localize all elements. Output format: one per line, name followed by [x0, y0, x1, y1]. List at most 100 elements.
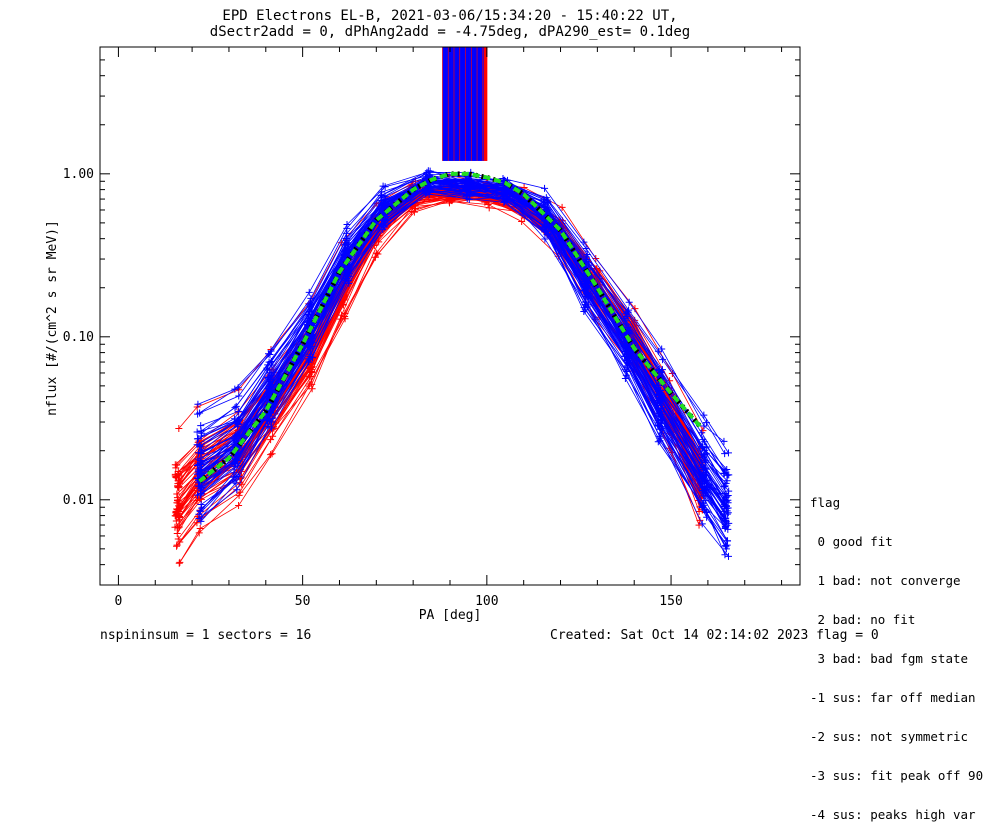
legend-item-peaks-high-var: -4 sus: peaks high var [810, 807, 976, 822]
x-axis-label: PA [deg] [419, 608, 482, 623]
data-point [197, 459, 205, 467]
data-point [196, 524, 204, 532]
data-point [265, 358, 273, 366]
data-point [193, 519, 201, 527]
data-point [655, 422, 663, 430]
data-point [623, 345, 631, 353]
data-point [197, 446, 205, 454]
data-point [235, 392, 243, 400]
data-point [698, 443, 706, 451]
data-point [584, 301, 592, 309]
data-point [380, 200, 388, 208]
data-point [175, 424, 183, 432]
data-point [342, 236, 350, 244]
vertical-line-bundle [442, 47, 488, 161]
data-point [174, 535, 182, 543]
legend-item-not-symmetric: -2 sus: not symmetric [810, 729, 969, 744]
data-point [268, 450, 276, 458]
data-point [621, 317, 629, 325]
data-point [499, 174, 507, 182]
data-point [543, 220, 551, 228]
data-point [233, 438, 241, 446]
data-point [654, 404, 662, 412]
data-point [700, 422, 708, 430]
x-tick-label: 150 [659, 594, 682, 609]
series-curve [174, 190, 699, 516]
series-curve [176, 197, 700, 546]
data-point [720, 437, 728, 445]
data-point [176, 558, 184, 566]
data-point [622, 310, 630, 318]
data-point [541, 235, 549, 243]
data-point [194, 400, 202, 408]
data-point [305, 288, 313, 296]
data-point [582, 258, 590, 266]
footer-spin-info: nspininsum = 1 sectors = 16 [100, 628, 312, 643]
data-point [174, 477, 182, 485]
data-point [308, 366, 316, 374]
data-point [380, 216, 388, 224]
data-point [721, 516, 729, 524]
x-tick-label: 50 [295, 594, 311, 609]
legend-item-not-converge: 1 bad: not converge [810, 573, 961, 588]
data-point [343, 221, 351, 229]
data-point [724, 496, 732, 504]
data-point [724, 525, 732, 533]
data-point [337, 315, 345, 323]
data-point [721, 450, 729, 458]
data-point [175, 472, 183, 480]
legend-item-fit-peak-off: -3 sus: fit peak off 90 [810, 768, 984, 783]
data-point [173, 511, 181, 519]
data-point [699, 463, 707, 471]
data-point [445, 197, 453, 205]
y-tick-label: 0.10 [63, 330, 94, 345]
series-curve [179, 197, 703, 517]
data-point [267, 451, 275, 459]
data-point [724, 509, 732, 517]
data-point [724, 449, 732, 457]
data-point [194, 455, 202, 463]
data-point [657, 395, 665, 403]
data-point [230, 415, 238, 423]
data-point [173, 523, 181, 531]
data-point [235, 502, 243, 510]
data-point [176, 502, 184, 510]
data-point [702, 457, 710, 465]
data-point [543, 204, 551, 212]
data-point [269, 432, 277, 440]
data-point [371, 253, 379, 261]
flag-legend: flag 0 good fit 1 bad: not converge 2 ba… [810, 470, 983, 834]
data-point [698, 520, 706, 528]
data-point [263, 417, 271, 425]
data-point [700, 411, 708, 419]
data-point [175, 497, 183, 505]
data-point [194, 468, 202, 476]
data-point [465, 185, 473, 193]
data-point [307, 294, 315, 302]
data-point [194, 410, 202, 418]
y-tick-label: 1.00 [63, 167, 94, 182]
data-point [233, 486, 241, 494]
data-point [580, 238, 588, 246]
data-point [426, 167, 434, 175]
data-point [306, 303, 314, 311]
data-point [345, 264, 353, 272]
data-point [193, 428, 201, 436]
data-point [423, 188, 431, 196]
data-point [194, 491, 202, 499]
data-point [175, 559, 183, 567]
data-point [724, 552, 732, 560]
data-point [721, 482, 729, 490]
axes: 0 50 100 150 0.01 0.10 1.00 [63, 46, 801, 609]
data-point [197, 490, 205, 498]
data-point [542, 194, 550, 202]
chart-title-line-2: dSectr2add = 0, dPhAng2add = -4.75deg, d… [209, 24, 691, 40]
legend-item-no-fit: 2 bad: no fit [810, 612, 916, 627]
data-point [344, 245, 352, 253]
data-point [230, 473, 238, 481]
data-point [503, 190, 511, 198]
series-curve [198, 178, 729, 514]
data-point [341, 253, 349, 261]
data-point [658, 345, 666, 353]
data-point [695, 508, 703, 516]
